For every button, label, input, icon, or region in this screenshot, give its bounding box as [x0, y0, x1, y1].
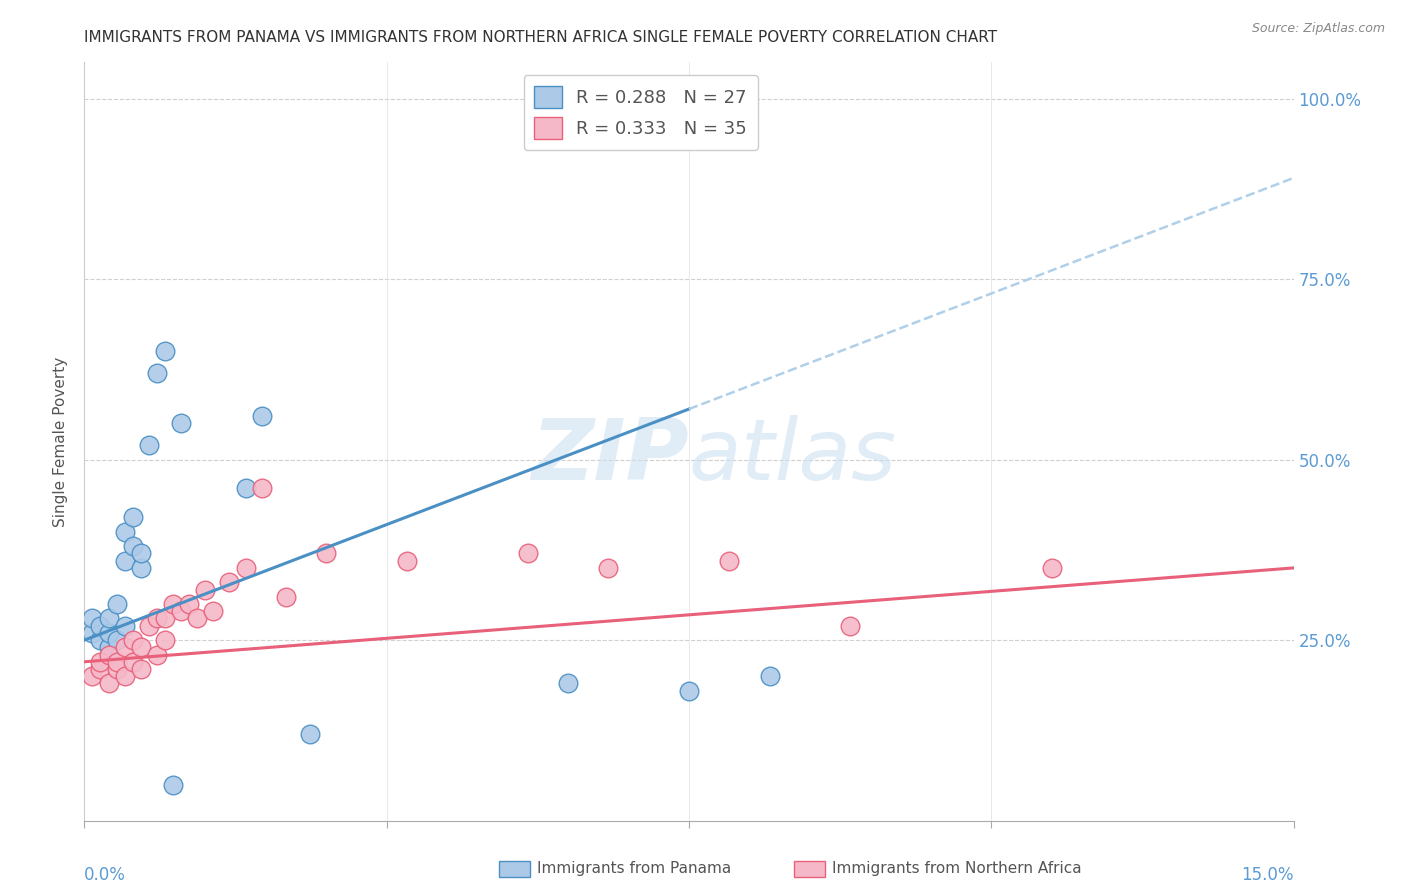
Text: Source: ZipAtlas.com: Source: ZipAtlas.com	[1251, 22, 1385, 36]
Point	[89, 633, 111, 648]
Point	[105, 597, 128, 611]
Point	[97, 611, 120, 625]
Point	[138, 618, 160, 632]
Text: Immigrants from Northern Africa: Immigrants from Northern Africa	[832, 862, 1083, 876]
Point	[839, 618, 862, 632]
Point	[202, 604, 225, 618]
Point	[89, 655, 111, 669]
Point	[105, 655, 128, 669]
Point	[678, 683, 700, 698]
Point	[138, 438, 160, 452]
Point	[315, 546, 337, 560]
Text: 15.0%: 15.0%	[1241, 866, 1294, 884]
Point	[129, 640, 152, 655]
Point	[194, 582, 217, 597]
Point	[97, 640, 120, 655]
Point	[557, 676, 579, 690]
Point	[82, 626, 104, 640]
Point	[146, 648, 169, 662]
Text: ZIP: ZIP	[531, 415, 689, 499]
Point	[1040, 561, 1063, 575]
Point	[105, 633, 128, 648]
Point	[758, 669, 780, 683]
Point	[153, 344, 176, 359]
Point	[121, 633, 143, 648]
Point	[146, 611, 169, 625]
Point	[186, 611, 208, 625]
Point	[89, 618, 111, 632]
Point	[250, 409, 273, 424]
Point	[129, 561, 152, 575]
Point	[114, 554, 136, 568]
Y-axis label: Single Female Poverty: Single Female Poverty	[53, 357, 69, 526]
Point	[82, 669, 104, 683]
Point	[162, 597, 184, 611]
Point	[153, 611, 176, 625]
Point	[146, 366, 169, 380]
Point	[105, 662, 128, 676]
Point	[162, 778, 184, 792]
Point	[718, 554, 741, 568]
Point	[153, 633, 176, 648]
Point	[129, 546, 152, 560]
Point	[121, 539, 143, 553]
Text: atlas: atlas	[689, 415, 897, 499]
Point	[89, 662, 111, 676]
Point	[598, 561, 620, 575]
Point	[395, 554, 418, 568]
Point	[114, 524, 136, 539]
Point	[114, 669, 136, 683]
Point	[97, 676, 120, 690]
Point	[250, 482, 273, 496]
Point	[114, 640, 136, 655]
Point	[179, 597, 201, 611]
Point	[235, 561, 257, 575]
Point	[170, 604, 193, 618]
Point	[274, 590, 297, 604]
Legend: R = 0.288   N = 27, R = 0.333   N = 35: R = 0.288 N = 27, R = 0.333 N = 35	[523, 75, 758, 150]
Point	[170, 417, 193, 431]
Point	[97, 648, 120, 662]
Point	[235, 482, 257, 496]
Point	[97, 626, 120, 640]
Point	[121, 655, 143, 669]
Text: IMMIGRANTS FROM PANAMA VS IMMIGRANTS FROM NORTHERN AFRICA SINGLE FEMALE POVERTY : IMMIGRANTS FROM PANAMA VS IMMIGRANTS FRO…	[84, 29, 997, 45]
Point	[516, 546, 538, 560]
Point	[82, 611, 104, 625]
Text: Immigrants from Panama: Immigrants from Panama	[537, 862, 731, 876]
Point	[218, 575, 240, 590]
Point	[129, 662, 152, 676]
Point	[121, 510, 143, 524]
Point	[299, 727, 322, 741]
Text: 0.0%: 0.0%	[84, 866, 127, 884]
Point	[114, 618, 136, 632]
